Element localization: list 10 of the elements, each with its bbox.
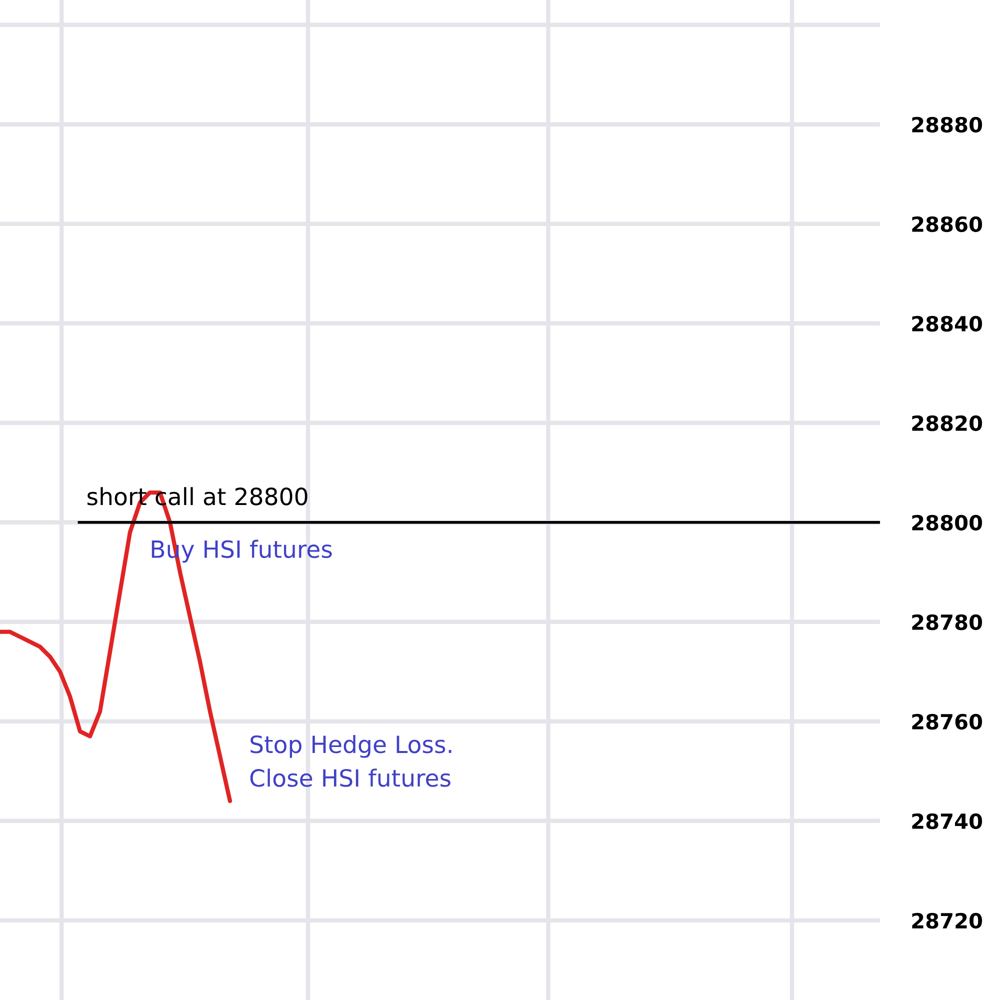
y-tick-label: 28860 — [912, 216, 982, 232]
y-tick-label: 28880 — [912, 116, 982, 133]
y-tick-label: 28800 — [912, 514, 982, 531]
y-tick-label: 28780 — [912, 614, 982, 630]
y-tick-label: 28740 — [912, 813, 982, 830]
annotation: Stop Hedge Loss. Close HSI futures — [250, 735, 452, 787]
y-tick-label: 28720 — [912, 912, 982, 929]
y-tick-label: 28760 — [912, 714, 982, 730]
y-tick-label: 28820 — [912, 415, 982, 432]
y-tick-label: 28840 — [912, 316, 982, 332]
